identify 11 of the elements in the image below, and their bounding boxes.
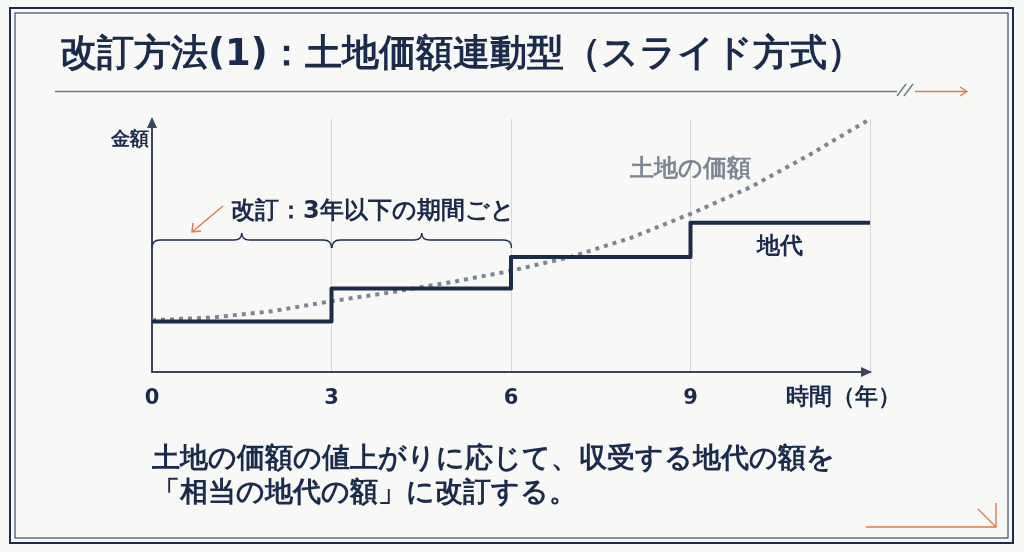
chart-title: 改訂方法(1)：土地価額連動型（スライド方式） [60, 31, 864, 76]
text: 土地の価額の値上がりに応じて、収受する地代の額を「相当の地代の額」に改訂する。 [152, 441, 836, 509]
x-tick-label: 0 [144, 385, 160, 410]
x-axis-title: 時間（年） [786, 383, 901, 411]
x-tick-label: 6 [503, 385, 519, 410]
series-label: 土地の価額 [630, 154, 751, 183]
annotation: 改訂：3年以下の期間ごと [231, 196, 515, 225]
x-tick-label: 9 [683, 385, 698, 410]
y-axis-title: 金額 [111, 127, 149, 150]
x-tick-label: 3 [324, 385, 339, 410]
series-label: 地代 [757, 232, 803, 260]
